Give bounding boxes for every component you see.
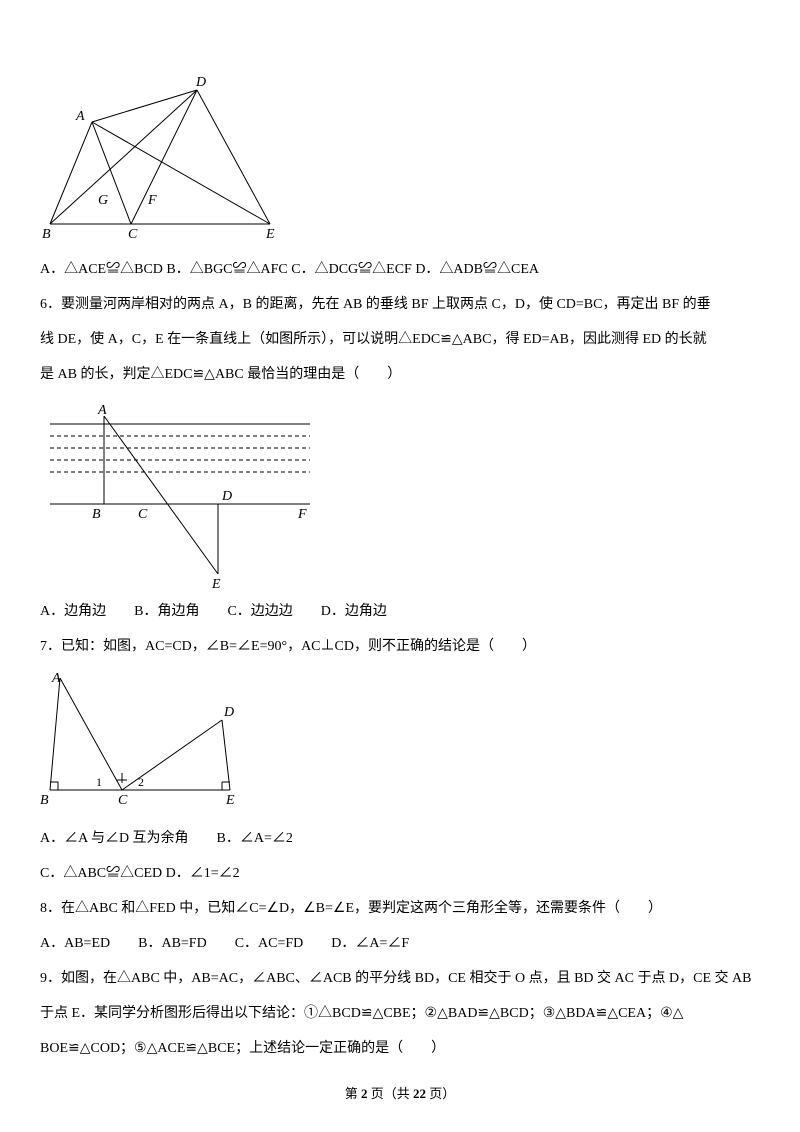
svg-text:G: G: [98, 193, 108, 208]
svg-text:B: B: [92, 507, 101, 522]
q7-figure: A B C E D 1 2: [40, 670, 760, 815]
q6-figure: A B C D F E: [40, 398, 760, 588]
page-footer: 第 2 页（共 22 页）: [0, 1083, 800, 1102]
q8-stem: 8．在△ABC 和△FED 中，已知∠C=∠D，∠B=∠E，要判定这两个三角形全…: [40, 891, 760, 926]
q6-stem-1: 6．要测量河两岸相对的两点 A，B 的距离，先在 AB 的垂线 BF 上取两点 …: [40, 287, 760, 322]
footer-middle: 页（共: [367, 1086, 413, 1101]
q6-stem-3: 是 AB 的长，判定△EDC≌△ABC 最恰当的理由是（ ）: [40, 357, 760, 392]
svg-text:C: C: [118, 793, 128, 808]
q7-stem: 7．已知：如图，AC=CD，∠B=∠E=90°，AC⊥CD，则不正确的结论是（ …: [40, 629, 760, 664]
q9-stem-1: 9．如图，在△ABC 中，AB=AC，∠ABC、∠ACB 的平分线 BD，CE …: [40, 961, 760, 996]
q6-stem-2: 线 DE，使 A，C，E 在一条直线上（如图所示），可以说明△EDC≌△ABC，…: [40, 322, 760, 357]
q9-stem-3: BOE≌△COD；⑤△ACE≌△BCE；上述结论一定正确的是（ ）: [40, 1031, 760, 1066]
footer-prefix: 第: [345, 1086, 361, 1101]
svg-text:B: B: [42, 227, 51, 242]
svg-text:A: A: [75, 109, 85, 124]
svg-text:2: 2: [138, 775, 144, 789]
svg-text:C: C: [128, 227, 138, 242]
q5-svg: B C E A D G F: [40, 76, 280, 246]
svg-text:A: A: [97, 403, 107, 418]
svg-text:C: C: [138, 507, 148, 522]
page-content: B C E A D G F A．△ACE≌△BCD B．△BGC≌△AFC C．…: [0, 0, 800, 1066]
svg-text:B: B: [40, 793, 49, 808]
q5-options: A．△ACE≌△BCD B．△BGC≌△AFC C．△DCG≌△ECF D．△A…: [40, 252, 760, 287]
q7-line1: A．∠A 与∠D 互为余角 B．∠A=∠2: [40, 821, 760, 856]
svg-text:E: E: [225, 793, 235, 808]
q7-svg: A B C E D 1 2: [40, 670, 280, 815]
q5-figure: B C E A D G F: [40, 76, 760, 246]
q9-stem-2: 于点 E．某同学分析图形后得出以下结论：①△BCD≌△CBE；②△BAD≌△BC…: [40, 996, 760, 1031]
svg-text:F: F: [297, 507, 307, 522]
svg-text:D: D: [221, 489, 232, 504]
svg-text:1: 1: [96, 775, 102, 789]
q7-line2: C．△ABC≌△CED D．∠1=∠2: [40, 856, 760, 891]
svg-text:D: D: [223, 705, 234, 720]
svg-text:E: E: [211, 577, 221, 588]
svg-text:E: E: [265, 227, 275, 242]
footer-suffix: 页）: [426, 1086, 455, 1101]
q6-svg: A B C D F E: [40, 398, 330, 588]
svg-text:D: D: [195, 76, 206, 90]
svg-text:A: A: [51, 671, 61, 686]
footer-total: 22: [413, 1086, 426, 1101]
svg-text:F: F: [147, 193, 157, 208]
q8-options: A．AB=ED B．AB=FD C．AC=FD D．∠A=∠F: [40, 926, 760, 961]
q6-options: A．边角边 B．角边角 C．边边边 D．边角边: [40, 594, 760, 629]
